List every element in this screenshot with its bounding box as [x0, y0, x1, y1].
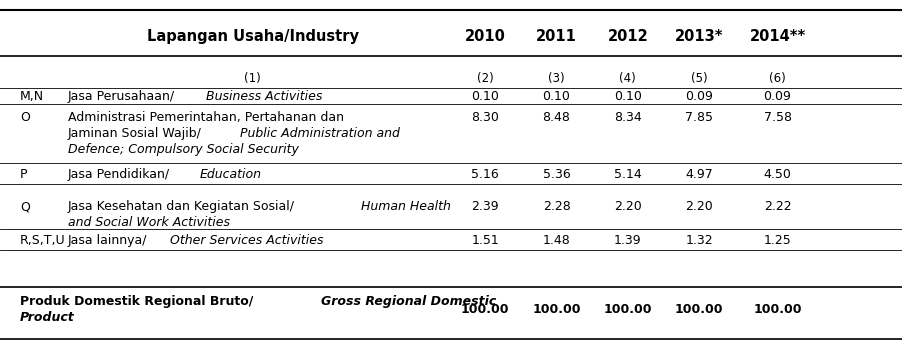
Text: Jasa Pendidikan/: Jasa Pendidikan/	[68, 167, 170, 181]
Text: (6): (6)	[769, 72, 786, 85]
Text: Jasa Kesehatan dan Kegiatan Sosial/: Jasa Kesehatan dan Kegiatan Sosial/	[68, 200, 295, 213]
Text: 7.58: 7.58	[763, 111, 792, 124]
Text: Jasa lainnya/: Jasa lainnya/	[68, 234, 147, 247]
Text: 2014**: 2014**	[750, 29, 805, 44]
Text: 2.22: 2.22	[764, 200, 791, 213]
Text: 8.34: 8.34	[614, 111, 641, 124]
Text: 2.28: 2.28	[543, 200, 570, 213]
Text: 2010: 2010	[465, 29, 506, 44]
Text: O: O	[20, 111, 30, 124]
Text: 1.25: 1.25	[764, 234, 791, 247]
Text: 2.39: 2.39	[472, 200, 499, 213]
Text: 0.09: 0.09	[686, 90, 713, 103]
Text: Defence; Compulsory Social Security: Defence; Compulsory Social Security	[68, 143, 299, 156]
Text: Human Health: Human Health	[361, 200, 450, 213]
Text: Gross Regional Domestic: Gross Regional Domestic	[321, 295, 496, 308]
Text: Jasa Perusahaan/: Jasa Perusahaan/	[68, 90, 175, 103]
Text: Jaminan Sosial Wajib/: Jaminan Sosial Wajib/	[68, 127, 201, 140]
Text: 100.00: 100.00	[603, 303, 652, 316]
Text: (2): (2)	[477, 72, 493, 85]
Text: 1.48: 1.48	[543, 234, 570, 247]
Text: 2013*: 2013*	[675, 29, 723, 44]
Text: M,N: M,N	[20, 90, 44, 103]
Text: (3): (3)	[548, 72, 565, 85]
Text: 8.30: 8.30	[472, 111, 499, 124]
Text: 0.10: 0.10	[472, 90, 499, 103]
Text: Produk Domestik Regional Bruto/: Produk Domestik Regional Bruto/	[20, 295, 253, 308]
Text: 1.32: 1.32	[686, 234, 713, 247]
Text: 2.20: 2.20	[614, 200, 641, 213]
Text: 7.85: 7.85	[685, 111, 713, 124]
Text: 100.00: 100.00	[461, 303, 510, 316]
Text: 4.50: 4.50	[764, 167, 791, 181]
Text: 5.16: 5.16	[472, 167, 499, 181]
Text: P: P	[20, 167, 27, 181]
Text: (5): (5)	[691, 72, 707, 85]
Text: (4): (4)	[620, 72, 636, 85]
Text: Public Administration and: Public Administration and	[241, 127, 400, 140]
Text: 0.10: 0.10	[543, 90, 570, 103]
Text: R,S,T,U: R,S,T,U	[20, 234, 66, 247]
Text: 2011: 2011	[536, 29, 577, 44]
Text: (1): (1)	[244, 72, 261, 85]
Text: Other Services Activities: Other Services Activities	[170, 234, 324, 247]
Text: 100.00: 100.00	[675, 303, 723, 316]
Text: 5.36: 5.36	[543, 167, 570, 181]
Text: Product: Product	[20, 311, 75, 324]
Text: 5.14: 5.14	[614, 167, 641, 181]
Text: 4.97: 4.97	[686, 167, 713, 181]
Text: 8.48: 8.48	[543, 111, 570, 124]
Text: 2.20: 2.20	[686, 200, 713, 213]
Text: Business Activities: Business Activities	[206, 90, 322, 103]
Text: Education: Education	[199, 167, 262, 181]
Text: and Social Work Activities: and Social Work Activities	[68, 216, 230, 229]
Text: 2012: 2012	[607, 29, 649, 44]
Text: 0.10: 0.10	[614, 90, 641, 103]
Text: 100.00: 100.00	[532, 303, 581, 316]
Text: Administrasi Pemerintahan, Pertahanan dan: Administrasi Pemerintahan, Pertahanan da…	[68, 111, 344, 124]
Text: Q: Q	[20, 200, 30, 213]
Text: 1.51: 1.51	[472, 234, 499, 247]
Text: 1.39: 1.39	[614, 234, 641, 247]
Text: 100.00: 100.00	[753, 303, 802, 316]
Text: Lapangan Usaha/Industry: Lapangan Usaha/Industry	[146, 29, 359, 44]
Text: 0.09: 0.09	[764, 90, 791, 103]
